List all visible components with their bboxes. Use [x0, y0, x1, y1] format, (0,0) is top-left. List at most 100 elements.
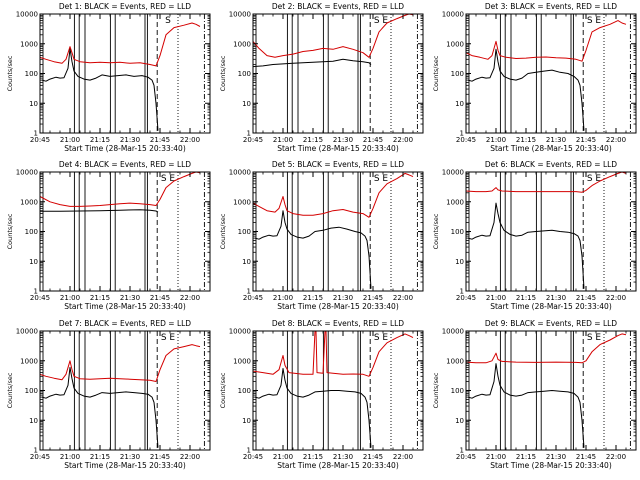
lld-series-line — [253, 14, 414, 58]
y-tick-label: 10 — [455, 417, 464, 425]
x-tick-label: 21:45 — [576, 294, 596, 302]
x-tick-label: 22:00 — [393, 453, 413, 461]
detector-panel: Det 7: BLACK = Events, RED = LLD S E 1 10 10… — [6, 319, 211, 470]
y-tick-label: 100 — [25, 387, 38, 395]
y-axis-label: Counts/sec — [6, 213, 14, 249]
detector-panel: Det 9: BLACK = Events, RED = LLD S E 1 10 10… — [432, 319, 637, 470]
events-series-line — [254, 210, 372, 289]
detector-panel: Det 4: BLACK = Events, RED = LLD S E 1 10 10… — [6, 160, 211, 311]
y-tick-label: 100 — [238, 228, 251, 236]
panel-title: Det 4: BLACK = Events, RED = LLD — [59, 160, 191, 169]
y-tick-label: 1000 — [20, 40, 38, 48]
marker-lines — [468, 331, 631, 450]
y-tick-label: 1000 — [233, 357, 251, 365]
x-axis-label: Start Time (28-Mar-15 20:33:40) — [277, 461, 399, 470]
x-tick-label: 21:15 — [516, 136, 536, 144]
x-tick-label: 21:00 — [60, 453, 80, 461]
x-tick-label: 21:15 — [90, 136, 110, 144]
inset-label: S E — [161, 333, 176, 343]
series-group — [40, 172, 201, 213]
marker-lines — [255, 172, 418, 291]
series-group — [466, 172, 627, 289]
y-tick-label: 1 — [247, 288, 251, 296]
series-group — [253, 172, 414, 289]
y-tick-label: 1 — [460, 288, 464, 296]
series-group — [466, 333, 627, 448]
x-tick-label: 21:00 — [273, 136, 293, 144]
x-axis-label: Start Time (28-Mar-15 20:33:40) — [490, 302, 612, 311]
y-axis-label: Counts/sec — [219, 55, 227, 91]
x-tick-label: 22:00 — [180, 453, 200, 461]
x-tick-label: 21:15 — [303, 294, 323, 302]
events-series-line — [467, 363, 585, 448]
x-tick-label: 21:15 — [90, 453, 110, 461]
x-tick-label: 21:45 — [150, 136, 170, 144]
panel-title: Det 8: BLACK = Events, RED = LLD — [272, 319, 404, 328]
detector-panel: Det 6: BLACK = Events, RED = LLD S E 1 10 10… — [432, 160, 637, 311]
detector-panel: Det 8: BLACK = Events, RED = LLD S E 1 10 10… — [219, 319, 424, 470]
y-axis-label: Counts/sec — [432, 55, 440, 91]
y-tick-label: 10 — [242, 100, 251, 108]
x-tick-label: 21:15 — [303, 136, 323, 144]
detector-panel: Det 1: BLACK = Events, RED = LLD S 1 10 100 1… — [6, 2, 211, 153]
x-axis-label: Start Time (28-Mar-15 20:33:40) — [490, 461, 612, 470]
x-tick-label: 21:15 — [90, 294, 110, 302]
y-tick-label: 10000 — [229, 169, 251, 177]
y-tick-label: 10000 — [16, 11, 38, 19]
panel-title: Det 5: BLACK = Events, RED = LLD — [272, 160, 404, 169]
y-tick-label: 10000 — [442, 169, 464, 177]
x-tick-label: 21:30 — [546, 294, 566, 302]
x-axis-label: Start Time (28-Mar-15 20:33:40) — [277, 302, 399, 311]
detector-panel: Det 5: BLACK = Events, RED = LLD S E 1 10 10… — [219, 160, 424, 311]
x-tick-label: 21:30 — [333, 136, 353, 144]
detector-panel: Det 2: BLACK = Events, RED = LLD S E 1 10 10… — [219, 2, 424, 153]
panel-title: Det 1: BLACK = Events, RED = LLD — [59, 2, 191, 11]
x-tick-label: 22:00 — [606, 136, 626, 144]
x-tick-label: 21:45 — [363, 453, 383, 461]
y-axis-label: Counts/sec — [6, 55, 14, 91]
x-tick-label: 20:45 — [456, 136, 476, 144]
x-tick-label: 21:00 — [486, 136, 506, 144]
y-tick-label: 1000 — [446, 198, 464, 206]
x-tick-label: 21:00 — [273, 453, 293, 461]
y-tick-label: 1 — [460, 130, 464, 138]
y-tick-label: 10000 — [229, 328, 251, 336]
events-series-line — [40, 209, 159, 213]
events-series-line — [41, 47, 159, 131]
x-tick-label: 20:45 — [456, 294, 476, 302]
inset-label: S E — [587, 333, 602, 343]
y-tick-label: 10000 — [229, 11, 251, 19]
y-axis-label: Counts/sec — [432, 372, 440, 408]
x-tick-label: 21:30 — [333, 294, 353, 302]
y-tick-label: 10 — [242, 258, 251, 266]
panel-title: Det 3: BLACK = Events, RED = LLD — [485, 2, 617, 11]
marker-lines — [42, 172, 205, 291]
panel-title: Det 7: BLACK = Events, RED = LLD — [59, 319, 191, 328]
marker-lines — [468, 14, 631, 133]
panel-title: Det 2: BLACK = Events, RED = LLD — [272, 2, 404, 11]
y-tick-label: 100 — [451, 228, 464, 236]
y-tick-label: 1 — [34, 447, 38, 455]
x-tick-label: 21:00 — [60, 294, 80, 302]
y-tick-label: 1000 — [233, 198, 251, 206]
x-tick-label: 21:30 — [333, 453, 353, 461]
y-tick-label: 1 — [34, 130, 38, 138]
lld-series-line — [253, 172, 414, 218]
x-tick-label: 20:45 — [243, 453, 263, 461]
x-tick-label: 22:00 — [606, 294, 626, 302]
y-tick-label: 10 — [29, 100, 38, 108]
x-tick-label: 21:45 — [363, 136, 383, 144]
x-tick-label: 21:45 — [576, 453, 596, 461]
y-tick-label: 1 — [34, 288, 38, 296]
series-group — [40, 22, 201, 131]
plot-frame — [252, 13, 424, 134]
lld-series-line — [253, 331, 414, 377]
events-series-line — [467, 48, 585, 131]
panel-title: Det 9: BLACK = Events, RED = LLD — [485, 319, 617, 328]
x-tick-label: 22:00 — [180, 294, 200, 302]
inset-label: S E — [374, 174, 389, 184]
x-tick-label: 21:30 — [120, 136, 140, 144]
x-tick-label: 20:45 — [243, 294, 263, 302]
y-tick-label: 10 — [455, 258, 464, 266]
x-tick-label: 20:45 — [30, 453, 50, 461]
